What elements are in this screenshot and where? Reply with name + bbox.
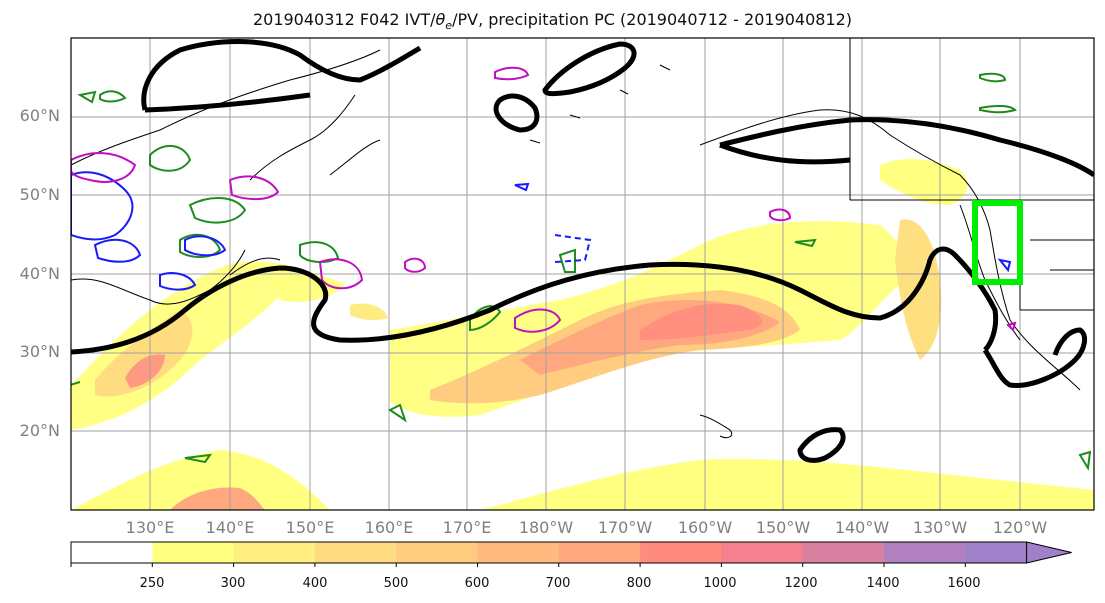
blue-contours <box>71 171 1012 291</box>
colorbar-segment <box>721 542 804 563</box>
colorbar-label: 800 <box>626 576 652 591</box>
lat-label-50n: 50°N <box>19 185 60 204</box>
lat-label-40n: 40°N <box>19 264 60 283</box>
lon-label-140w: 140°W <box>834 518 890 537</box>
colorbar-segment <box>152 542 235 563</box>
lon-label-160w: 160°W <box>677 518 733 537</box>
lon-label-130e: 130°E <box>125 518 175 537</box>
colorbar-segment <box>71 542 153 563</box>
colorbar-label: 300 <box>220 576 246 591</box>
lon-label-170w: 170°W <box>597 518 653 537</box>
thick-black-contour <box>71 39 1094 463</box>
colorbar <box>70 541 1072 567</box>
magenta-contours <box>71 66 1017 333</box>
colorbar-segment <box>314 542 397 563</box>
lon-label-150e: 150°E <box>285 518 335 537</box>
colorbar-segment <box>477 542 560 563</box>
lon-label-120w: 120°W <box>992 518 1048 537</box>
figure-title: 2019040312 F042 IVT/θe/PV, precipitation… <box>252 10 853 33</box>
colorbar-segment <box>640 542 722 563</box>
colorbar-extend-arrow <box>1026 541 1072 564</box>
lon-label-150w: 150°W <box>755 518 811 537</box>
colorbar-label: 500 <box>383 576 409 591</box>
lon-label-130w: 130°W <box>912 518 968 537</box>
colorbar-segment <box>396 542 478 563</box>
colorbar-label: 1200 <box>784 576 818 591</box>
colorbar-segment <box>233 542 316 563</box>
green-contours <box>71 72 1092 471</box>
colorbar-label: 1600 <box>947 576 981 591</box>
coastlines <box>71 38 1094 439</box>
lat-label-20n: 20°N <box>19 421 60 440</box>
lon-label-170e: 170°E <box>442 518 492 537</box>
colorbar-segment <box>884 542 966 563</box>
colorbar-segment <box>802 542 885 563</box>
colorbar-label: 1000 <box>703 576 737 591</box>
colorbar-label: 250 <box>139 576 165 591</box>
lon-label-140e: 140°E <box>205 518 255 537</box>
colorbar-label: 1400 <box>866 576 900 591</box>
region-highlight-box <box>972 200 1023 285</box>
colorbar-segment <box>558 542 641 563</box>
colorbar-segment <box>965 542 1027 563</box>
lon-label-160e: 160°E <box>364 518 414 537</box>
colorbar-label: 700 <box>545 576 571 591</box>
lat-label-30n: 30°N <box>19 342 60 361</box>
colorbar-label: 600 <box>464 576 490 591</box>
lat-label-60n: 60°N <box>19 106 60 125</box>
lon-label-180w: 180°W <box>518 518 574 537</box>
colorbar-label: 400 <box>302 576 328 591</box>
